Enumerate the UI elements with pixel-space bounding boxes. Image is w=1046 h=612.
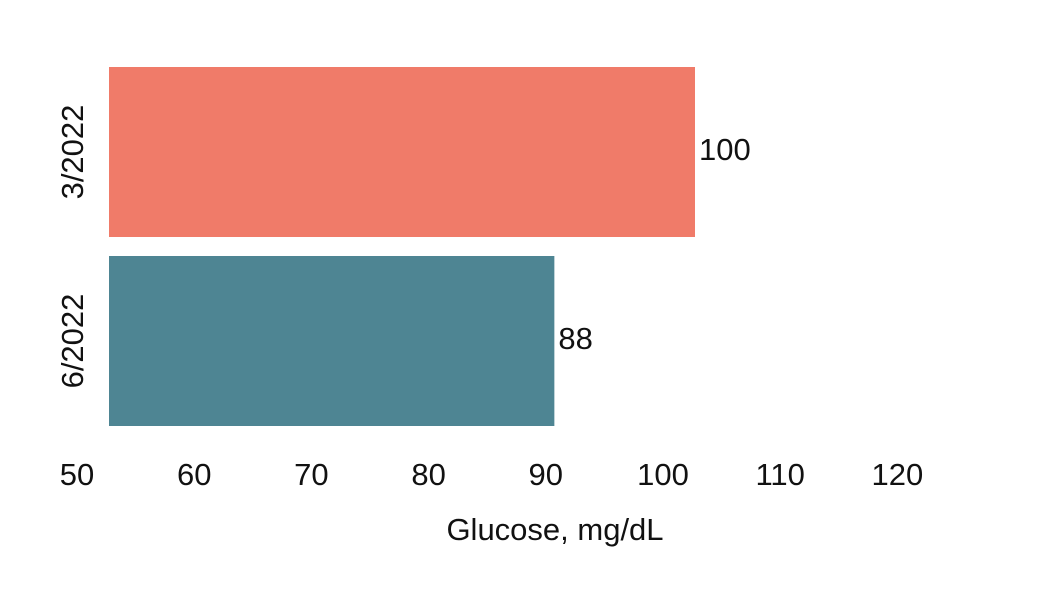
y-tick-label: 6/2022 [55,294,90,389]
x-tick-label: 100 [637,457,689,492]
value-label: 88 [558,321,592,356]
x-tick-label: 110 [755,457,804,492]
x-tick-label: 70 [294,457,328,492]
x-tick-label: 80 [411,457,445,492]
x-axis-title: Glucose, mg/dL [446,512,663,547]
x-tick-label: 50 [60,457,94,492]
x-tick-label: 60 [177,457,211,492]
bar [109,67,695,237]
value-label: 100 [699,132,751,167]
y-tick-label: 3/2022 [55,105,90,200]
bar [109,256,555,426]
x-tick-label: 90 [529,457,563,492]
x-tick-label: 120 [872,457,924,492]
